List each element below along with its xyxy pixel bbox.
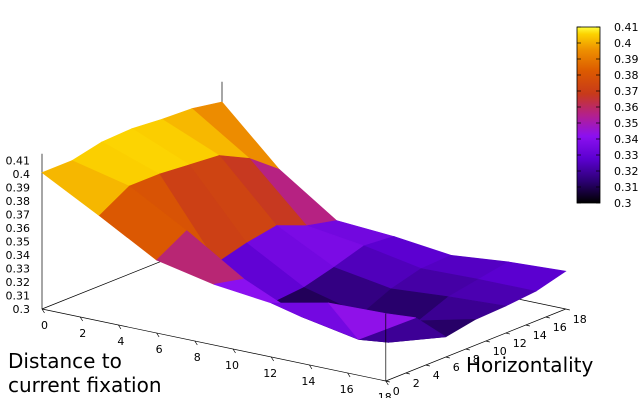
z-tick-label-0.38: 0.38 — [6, 195, 31, 208]
y-tick-label-16: 16 — [553, 321, 567, 334]
y-tick-mark-6 — [445, 356, 450, 359]
y-tick-mark-4 — [425, 364, 430, 367]
colorbar-tick-label-0.41: 0.41 — [614, 21, 639, 34]
x-tick-label-16: 16 — [340, 383, 354, 396]
x-tick-mark-2 — [79, 316, 83, 322]
colorbar: 0.3 0.31 0.32 0.33 0.34 0.35 0.36 0.37 0.38 0.39 0… — [576, 21, 639, 210]
y-tick-label-12: 12 — [513, 337, 527, 350]
x-tick-label-18: 18 — [378, 391, 392, 398]
colorbar-tick-label-0.33: 0.33 — [614, 149, 639, 162]
x-tick-label-8: 8 — [194, 351, 201, 364]
x-axis-label-line1: Distance to — [8, 349, 122, 373]
z-tick-label-0.41: 0.41 — [6, 155, 31, 168]
colorbar-tick-label-0.34: 0.34 — [614, 133, 639, 146]
surface-mesh — [41, 101, 567, 343]
z-tick-label-0.37: 0.37 — [6, 209, 31, 222]
colorbar-tick-label-0.3: 0.3 — [614, 197, 632, 210]
x-tick-mark-12 — [270, 356, 274, 362]
y-tick-label-0: 0 — [393, 385, 400, 398]
x-axis-label-line2: current fixation — [8, 373, 162, 397]
x-tick-mark-0 — [41, 308, 45, 314]
x-tick-mark-6 — [156, 332, 160, 338]
y-tick-mark-18 — [565, 308, 570, 311]
y-tick-label-8: 8 — [473, 353, 480, 366]
x-tick-mark-4 — [118, 324, 122, 330]
z-tick-label-0.35: 0.35 — [6, 236, 31, 249]
x-tick-mark-10 — [232, 348, 236, 354]
y-tick-mark-8 — [465, 348, 470, 351]
y-axis-line — [385, 308, 566, 382]
colorbar-tick-label-0.36: 0.36 — [614, 101, 639, 114]
y-axis-label: Horizontality — [466, 353, 594, 377]
x-tick-label-2: 2 — [79, 327, 86, 340]
colorbar-tick-label-0.31: 0.31 — [614, 181, 639, 194]
colorbar-tick-label-0.32: 0.32 — [614, 165, 639, 178]
z-tick-label-0.33: 0.33 — [6, 263, 31, 276]
y-tick-mark-10 — [485, 340, 490, 343]
x-tick-label-6: 6 — [156, 343, 163, 356]
colorbar-tick-label-0.37: 0.37 — [614, 85, 639, 98]
x-tick-label-10: 10 — [225, 359, 239, 372]
y-tick-mark-14 — [525, 324, 530, 327]
x-tick-mark-16 — [347, 372, 351, 378]
x-tick-mark-8 — [194, 340, 198, 346]
z-tick-label-0.39: 0.39 — [6, 182, 31, 195]
z-tick-label-0.3: 0.3 — [13, 303, 31, 316]
y-tick-label-4: 4 — [433, 369, 440, 382]
x-tick-label-12: 12 — [263, 367, 277, 380]
z-tick-label-0.32: 0.32 — [6, 276, 31, 289]
x-tick-mark-18 — [385, 380, 389, 386]
colorbar-tick-label-0.4: 0.4 — [614, 37, 632, 50]
z-tick-label-0.36: 0.36 — [6, 222, 31, 235]
surface-patch-5-0 — [327, 302, 416, 340]
z-tick-label-0.34: 0.34 — [6, 249, 31, 262]
y-tick-label-18: 18 — [573, 313, 587, 326]
y-tick-label-2: 2 — [413, 377, 420, 390]
y-tick-label-14: 14 — [533, 329, 547, 342]
y-tick-label-6: 6 — [453, 361, 460, 374]
x-tick-label-14: 14 — [301, 375, 315, 388]
colorbar-tick-label-0.35: 0.35 — [614, 117, 639, 130]
y-tick-mark-16 — [545, 316, 550, 319]
x-axis-line — [41, 308, 386, 382]
z-tick-label-0.4: 0.4 — [13, 168, 31, 181]
colorbar-tick-label-0.39: 0.39 — [614, 53, 639, 66]
x-tick-label-0: 0 — [41, 319, 48, 332]
colorbar-gradient — [576, 26, 601, 204]
y-tick-mark-2 — [405, 372, 410, 375]
y-tick-mark-12 — [505, 332, 510, 335]
y-tick-mark-0 — [385, 380, 390, 383]
y-tick-label-10: 10 — [493, 345, 507, 358]
colorbar-tick-label-0.38: 0.38 — [614, 69, 639, 82]
x-tick-mark-14 — [309, 364, 313, 370]
z-tick-label-0.31: 0.31 — [6, 290, 31, 303]
front-axes — [41, 308, 566, 382]
x-tick-label-4: 4 — [117, 335, 124, 348]
